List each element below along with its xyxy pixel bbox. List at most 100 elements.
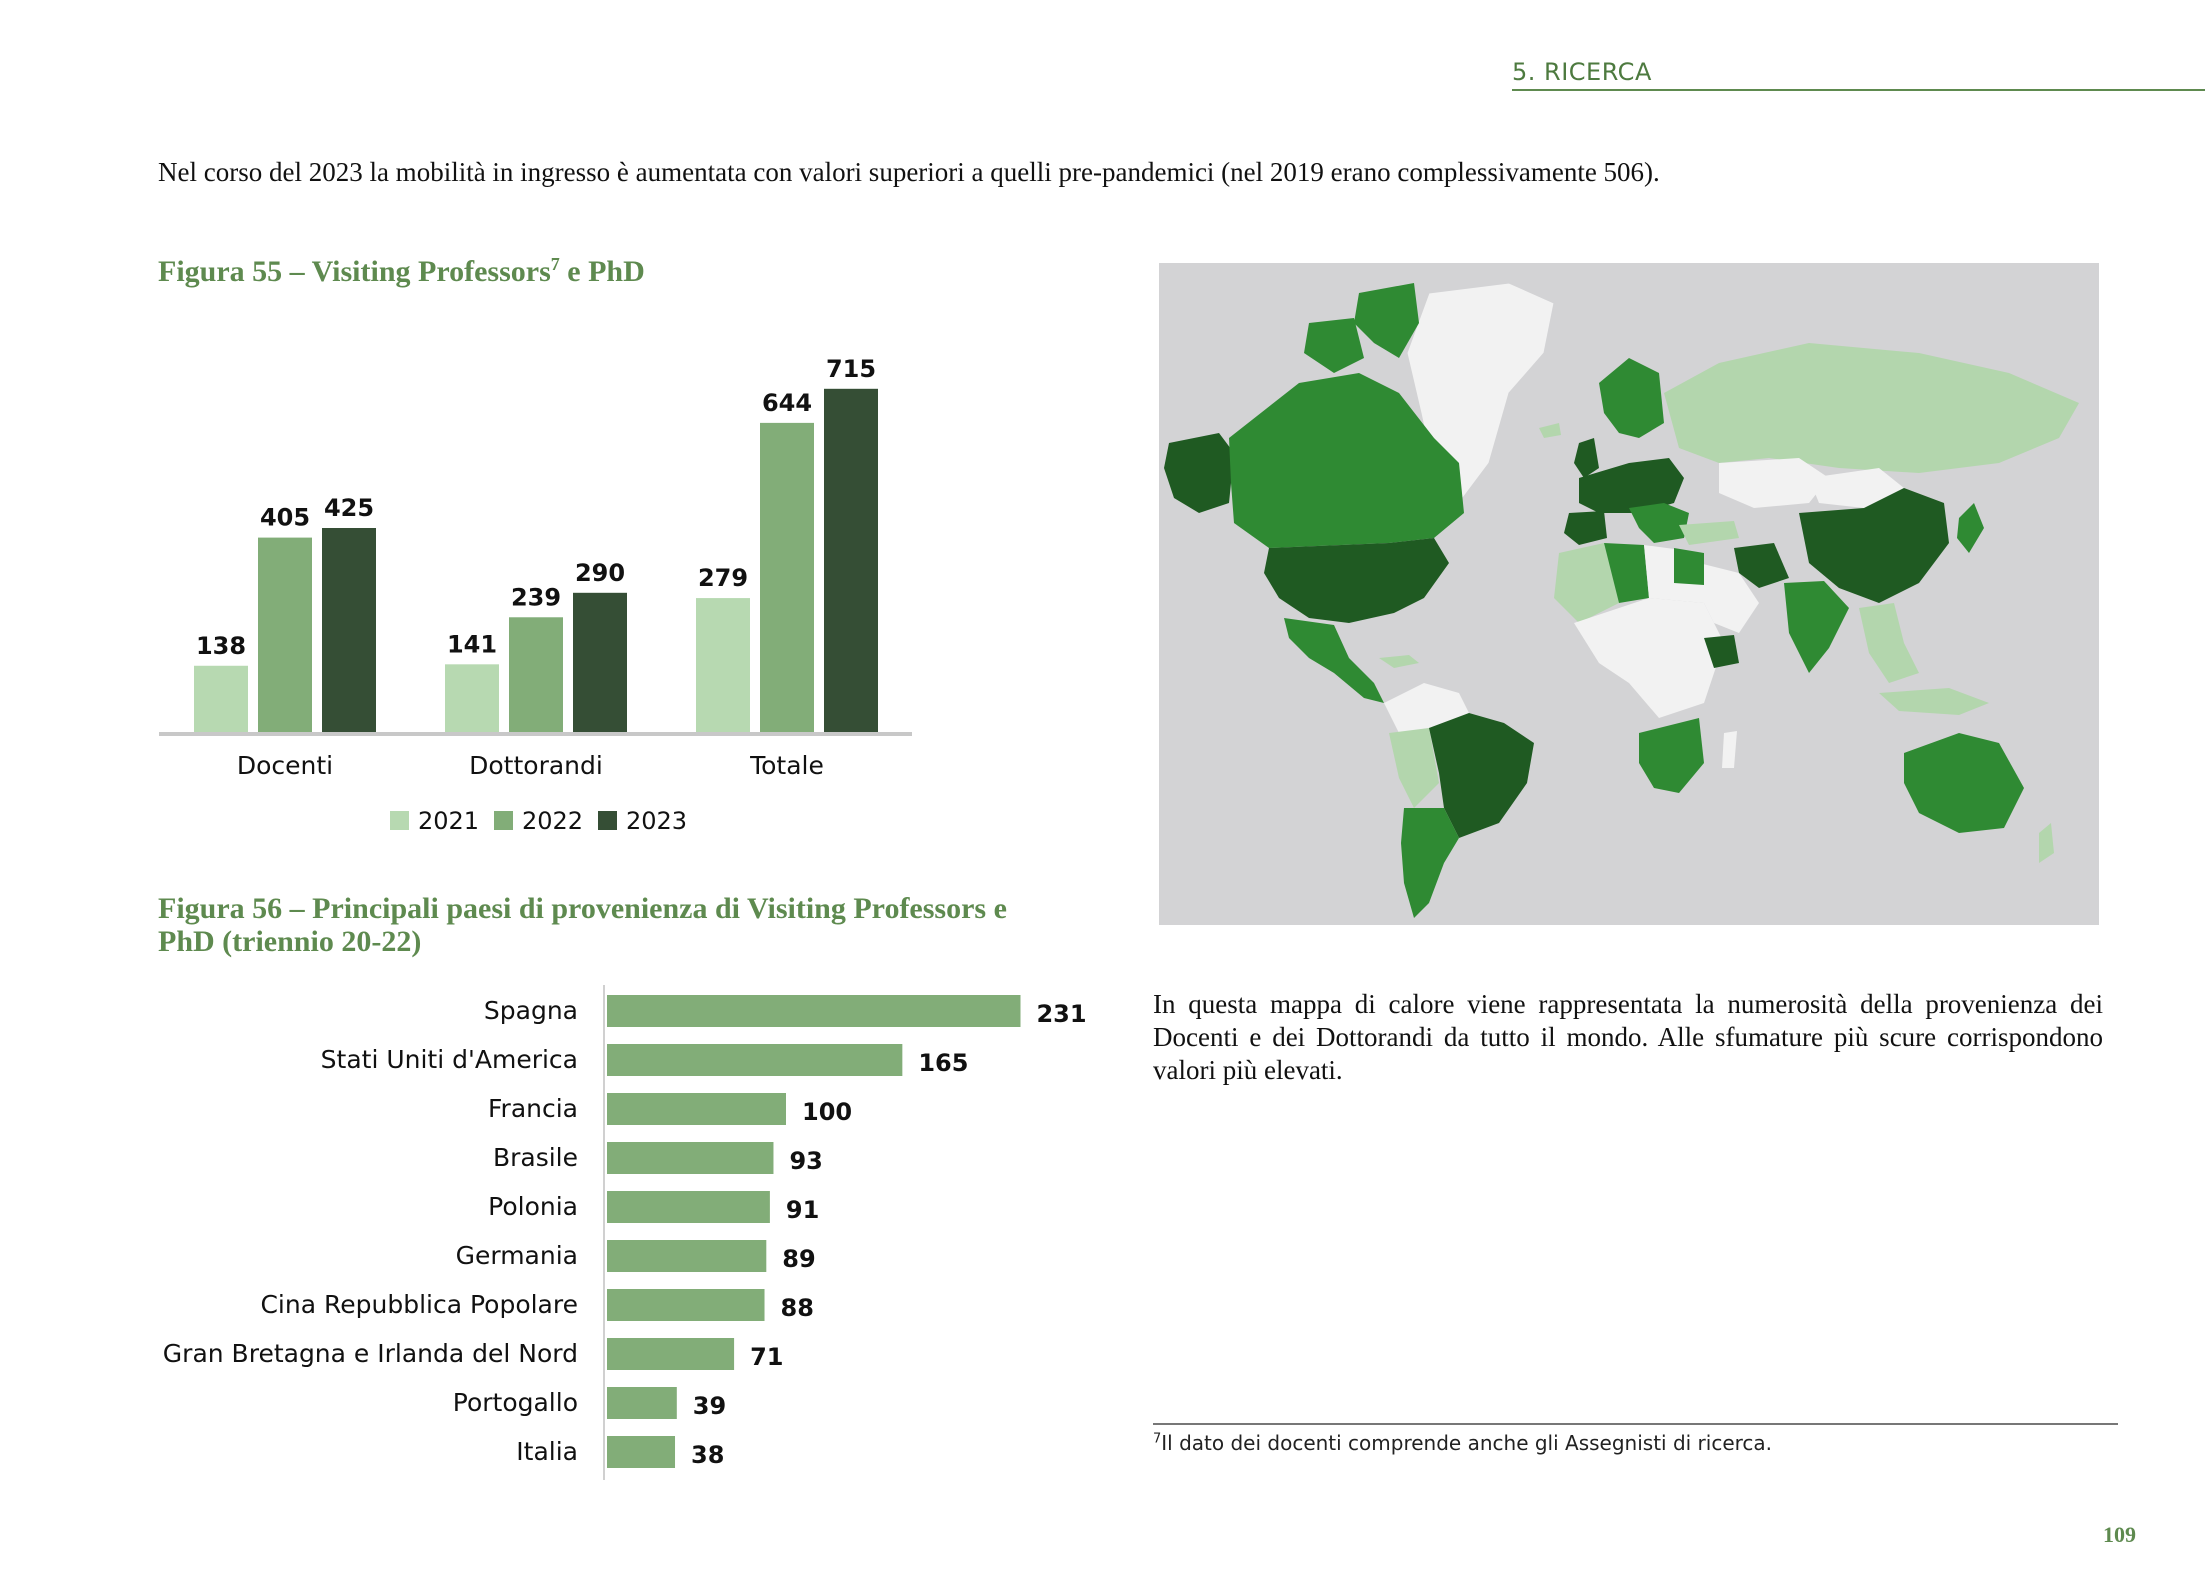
data-label: 644 xyxy=(762,389,812,417)
map-north-africa-west xyxy=(1554,543,1619,623)
map-canada xyxy=(1229,373,1464,548)
data-label: 39 xyxy=(693,1392,726,1420)
map-peru-bolivia xyxy=(1389,728,1439,808)
legend-label-2023: 2023 xyxy=(626,807,687,835)
bar-totale-2022 xyxy=(760,422,814,732)
data-label: 239 xyxy=(511,583,561,611)
data-label: 279 xyxy=(698,564,748,592)
map-japan-korea xyxy=(1957,503,1984,553)
x-tick-label: Docenti xyxy=(237,751,333,780)
map-ethiopia xyxy=(1704,635,1739,668)
map-kazakhstan xyxy=(1719,458,1829,508)
legend-label-2022: 2022 xyxy=(522,807,583,835)
map-arabia xyxy=(1699,563,1759,633)
section-header: 5. RICERCA xyxy=(1512,58,1652,86)
data-label: 88 xyxy=(781,1294,814,1322)
data-label: 165 xyxy=(918,1049,968,1077)
map-iran xyxy=(1734,543,1789,588)
bar-docenti-2022 xyxy=(258,537,312,732)
y-tick-label: Portogallo xyxy=(453,1388,578,1417)
intro-paragraph: Nel corso del 2023 la mobilità in ingres… xyxy=(158,157,1660,187)
bar-7 xyxy=(607,1338,735,1370)
figure-56-horizontal-bar-chart: Spagna 231 Stati Uniti d'America 165 Francia… xyxy=(163,985,1087,1480)
data-label: 138 xyxy=(196,632,246,660)
map-mongolia xyxy=(1809,468,1904,508)
map-west-europe xyxy=(1579,458,1684,513)
bar-6 xyxy=(607,1289,765,1321)
world-map-graphic xyxy=(1164,282,2079,918)
bar-docenti-2023 xyxy=(322,528,376,732)
data-label: 425 xyxy=(324,494,374,522)
figure-55-bar-chart: 138 405 425 Docenti 141 239 290 Dottorandi 279 64… xyxy=(159,355,912,835)
x-tick-label: Dottorandi xyxy=(469,751,603,780)
map-canada-islands-2 xyxy=(1304,318,1364,373)
data-label: 93 xyxy=(789,1147,822,1175)
map-china xyxy=(1799,488,1949,603)
data-label: 38 xyxy=(691,1441,724,1469)
map-indonesia xyxy=(1879,688,1989,715)
x-tick-label: Totale xyxy=(749,751,824,780)
map-australia xyxy=(1904,733,2024,833)
map-south-africa xyxy=(1639,718,1704,793)
map-new-zealand xyxy=(2039,823,2054,863)
data-label: 71 xyxy=(750,1343,783,1371)
bar-2 xyxy=(607,1093,786,1125)
map-india xyxy=(1784,581,1849,673)
map-alaska xyxy=(1164,433,1234,513)
y-tick-label: Gran Bretagna e Irlanda del Nord xyxy=(163,1339,578,1368)
bar-docenti-2021 xyxy=(194,665,248,732)
legend-swatch-2023 xyxy=(598,811,617,830)
map-iberia xyxy=(1564,511,1607,545)
data-label: 715 xyxy=(826,355,876,383)
bar-totale-2021 xyxy=(696,598,750,732)
bar-dottorandi-2023 xyxy=(573,592,627,732)
bar-dottorandi-2022 xyxy=(509,617,563,732)
map-turkey xyxy=(1679,521,1739,545)
map-southeast-asia xyxy=(1859,603,1919,683)
footnote-text: Il dato dei docenti comprende anche gli … xyxy=(1161,1431,1773,1455)
map-brazil xyxy=(1429,713,1534,838)
page-number: 109 xyxy=(2103,1522,2136,1547)
map-russia xyxy=(1664,343,2079,473)
bar-dottorandi-2021 xyxy=(445,664,499,732)
map-italy-balkans xyxy=(1629,503,1689,543)
figure-55-title: Figura 55 – Visiting Professors7 e PhD xyxy=(158,248,645,288)
map-scandinavia xyxy=(1599,358,1664,438)
data-label: 89 xyxy=(782,1245,815,1273)
bar-totale-2023 xyxy=(824,388,878,732)
bar-0 xyxy=(607,995,1021,1027)
y-tick-label: Cina Repubblica Popolare xyxy=(260,1290,578,1319)
map-algeria xyxy=(1604,543,1649,603)
y-tick-label: Spagna xyxy=(484,996,578,1025)
map-uk xyxy=(1574,438,1599,478)
footnote: 7Il dato dei docenti comprende anche gli… xyxy=(1153,1431,1772,1455)
map-madagascar xyxy=(1722,731,1737,768)
y-tick-label: Francia xyxy=(488,1094,578,1123)
bar-3 xyxy=(607,1142,774,1174)
map-central-africa xyxy=(1574,598,1724,718)
y-tick-label: Germania xyxy=(456,1241,578,1270)
map-egypt xyxy=(1674,548,1704,585)
y-tick-label: Stati Uniti d'America xyxy=(321,1045,578,1074)
figure-56-title: Figura 56 – Principali paesi di provenie… xyxy=(158,892,1007,958)
y-tick-label: Polonia xyxy=(488,1192,578,1221)
bar-8 xyxy=(607,1387,677,1419)
data-label: 231 xyxy=(1036,1000,1086,1028)
map-iceland xyxy=(1539,423,1561,438)
world-heat-map xyxy=(1159,263,2099,925)
y-tick-label: Brasile xyxy=(493,1143,578,1172)
bar-4 xyxy=(607,1191,770,1223)
map-mexico xyxy=(1284,618,1384,703)
map-usa xyxy=(1264,538,1449,623)
map-canada-islands xyxy=(1354,283,1419,358)
bar-9 xyxy=(607,1436,676,1468)
legend-label-2021: 2021 xyxy=(418,807,479,835)
map-chile-argentina xyxy=(1401,808,1459,918)
footnote-ref: 7 xyxy=(550,254,560,274)
data-label: 91 xyxy=(786,1196,819,1224)
data-label: 100 xyxy=(802,1098,852,1126)
legend-swatch-2022 xyxy=(494,811,513,830)
y-tick-label: Italia xyxy=(516,1437,578,1466)
legend-swatch-2021 xyxy=(390,811,409,830)
bar-5 xyxy=(607,1240,767,1272)
